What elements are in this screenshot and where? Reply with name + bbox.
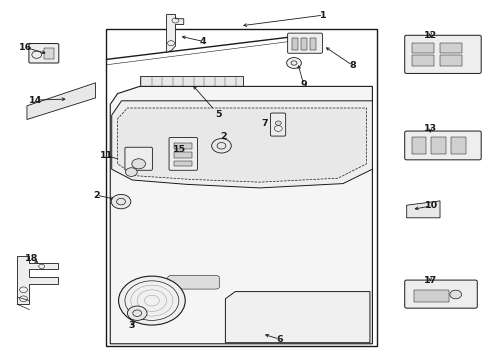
Bar <box>140 76 243 90</box>
Bar <box>412 43 434 53</box>
Text: 9: 9 <box>300 80 307 89</box>
Text: 2: 2 <box>93 191 100 199</box>
Circle shape <box>450 290 462 299</box>
Text: 16: 16 <box>19 43 32 52</box>
Text: 4: 4 <box>200 37 207 46</box>
Circle shape <box>127 306 147 320</box>
FancyBboxPatch shape <box>405 131 481 160</box>
FancyBboxPatch shape <box>405 280 477 308</box>
Bar <box>310 38 316 50</box>
Bar <box>414 290 449 302</box>
Bar <box>174 161 192 166</box>
Polygon shape <box>106 29 377 346</box>
Polygon shape <box>167 14 184 52</box>
Text: 3: 3 <box>128 321 135 330</box>
Text: 10: 10 <box>425 202 438 210</box>
Bar <box>440 43 462 53</box>
Circle shape <box>119 276 185 325</box>
Polygon shape <box>225 292 370 343</box>
Bar <box>451 137 465 154</box>
Text: 2: 2 <box>220 132 227 140</box>
Bar <box>174 143 192 149</box>
Circle shape <box>212 139 231 153</box>
Bar <box>301 38 307 50</box>
Bar <box>412 137 426 154</box>
Polygon shape <box>110 86 372 344</box>
FancyBboxPatch shape <box>125 147 152 170</box>
FancyBboxPatch shape <box>270 113 286 136</box>
Text: 17: 17 <box>423 276 437 284</box>
Text: 8: 8 <box>349 61 356 70</box>
Polygon shape <box>118 108 367 182</box>
Circle shape <box>132 159 146 169</box>
Text: 6: 6 <box>276 335 283 343</box>
FancyBboxPatch shape <box>288 33 322 53</box>
FancyBboxPatch shape <box>168 275 220 289</box>
Circle shape <box>275 121 281 125</box>
Bar <box>44 48 54 59</box>
Polygon shape <box>27 83 96 120</box>
Text: 12: 12 <box>423 31 437 40</box>
Bar <box>412 55 434 66</box>
Bar <box>292 38 298 50</box>
FancyBboxPatch shape <box>405 35 481 73</box>
Text: 5: 5 <box>215 110 222 119</box>
Circle shape <box>125 168 137 176</box>
Text: 7: 7 <box>261 118 268 127</box>
Text: 14: 14 <box>28 95 42 104</box>
Bar <box>431 137 446 154</box>
Polygon shape <box>112 101 372 188</box>
Text: 13: 13 <box>424 124 437 133</box>
Bar <box>440 55 462 66</box>
Circle shape <box>287 58 301 68</box>
Polygon shape <box>17 256 58 304</box>
FancyBboxPatch shape <box>169 138 197 170</box>
Bar <box>255 322 299 329</box>
FancyBboxPatch shape <box>29 44 59 63</box>
Text: 1: 1 <box>320 10 327 19</box>
Circle shape <box>111 194 131 209</box>
Polygon shape <box>407 201 440 218</box>
FancyBboxPatch shape <box>231 304 366 340</box>
Bar <box>174 152 192 158</box>
Text: 15: 15 <box>173 145 186 154</box>
Text: 11: 11 <box>100 151 114 160</box>
Text: 18: 18 <box>25 254 39 263</box>
